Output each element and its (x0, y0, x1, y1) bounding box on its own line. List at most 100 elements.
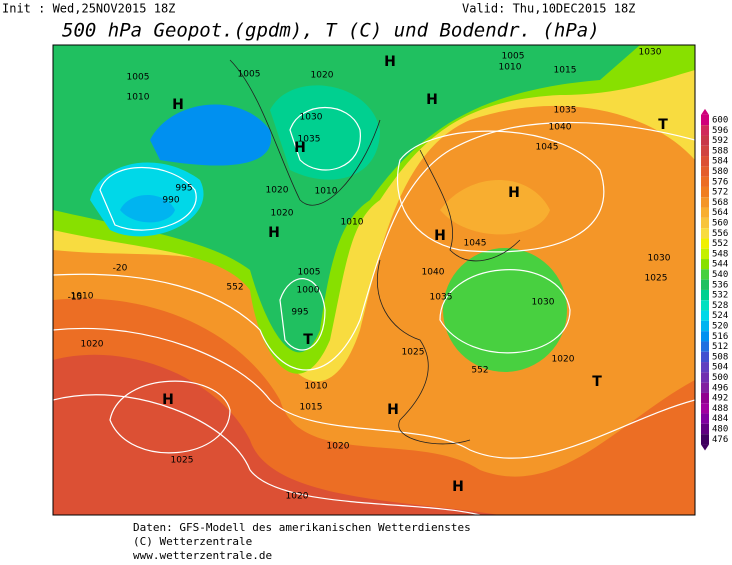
isoline-label: 1010 (127, 93, 150, 103)
isoline-label: 990 (162, 196, 179, 206)
scale-swatch (701, 125, 709, 136)
isoline-label: 1045 (536, 143, 559, 153)
isoline-label: 1020 (552, 355, 575, 365)
isoline-label: 552 (471, 366, 488, 376)
isoline-label: 1010 (71, 292, 94, 302)
scale-swatch (701, 403, 709, 414)
valid-time: Valid: Thu,10DEC2015 18Z (462, 2, 635, 16)
scale-label: 556 (712, 229, 728, 239)
scale-swatch (701, 114, 709, 126)
scale-swatch (701, 413, 709, 424)
isoline-label: 552 (226, 283, 243, 293)
isoline-label: 1020 (266, 186, 289, 196)
isoline-label: 1000 (297, 286, 320, 296)
scale-swatch (701, 238, 709, 249)
scale-swatch (701, 186, 709, 198)
isoline-label: 1010 (315, 187, 338, 197)
field-cyan-n (270, 85, 380, 180)
isoline-label: 1010 (305, 382, 328, 392)
scale-swatch (701, 300, 709, 311)
pressure-center: H (384, 54, 396, 70)
scale-swatch (701, 269, 709, 280)
isoline-label: 1045 (464, 239, 487, 249)
pressure-center: H (268, 225, 280, 241)
isoline-label: 1025 (402, 348, 425, 358)
isoline-label: 1020 (286, 492, 309, 502)
scale-label: 548 (712, 249, 728, 259)
isoline-label: 1005 (238, 70, 261, 80)
isoline-label: 1030 (648, 254, 671, 264)
scale-swatch (701, 207, 709, 218)
scale-label: 532 (712, 291, 728, 301)
pressure-center: H (162, 392, 174, 408)
isoline-label: 1015 (300, 403, 323, 413)
scale-label: 528 (712, 301, 728, 311)
scale-label: 560 (712, 219, 728, 229)
init-time: Init : Wed,25NOV2015 18Z (2, 2, 175, 16)
field-blue-low (120, 195, 175, 223)
isoline-label: 1040 (549, 123, 572, 133)
scale-label: 516 (712, 332, 728, 342)
field-blue-nw (150, 104, 272, 166)
scale-swatch (701, 362, 709, 373)
pressure-center: H (172, 97, 184, 113)
scale-label: 480 (712, 425, 728, 435)
footer-line: (C) Wetterzentrale (133, 535, 252, 548)
isoline-label: 1030 (639, 48, 662, 58)
scale-label: 540 (712, 270, 728, 280)
scale-label: 564 (712, 208, 728, 218)
scale-label: 576 (712, 177, 728, 187)
scale-swatch (701, 423, 709, 435)
scale-swatch (701, 197, 709, 208)
isoline-label: 1005 (502, 52, 525, 62)
map-title: 500 hPa Geopot.(gpdm), T (C) und Bodendr… (62, 20, 600, 42)
scale-arrow-bottom (701, 444, 709, 451)
scale-swatch (701, 331, 709, 342)
coastlines (229, 59, 521, 445)
isoline-label: 1020 (81, 340, 104, 350)
scale-swatch (701, 135, 709, 146)
scale-label: 524 (712, 311, 728, 321)
isoline-label: 1025 (171, 456, 194, 466)
field-orange-scan (440, 180, 550, 235)
pressure-center: H (434, 228, 446, 244)
scale-swatch (701, 166, 709, 177)
footer-line: Daten: GFS-Modell des amerikanischen Wet… (133, 521, 471, 534)
footer-line: www.wetterzentrale.de (133, 549, 272, 562)
isoline-label: 1010 (341, 218, 364, 228)
scale-swatch (701, 145, 709, 157)
pressure-center: T (303, 332, 313, 348)
pressure-center: H (387, 402, 399, 418)
map-frame (52, 44, 696, 516)
scale-label: 496 (712, 383, 728, 393)
pressure-center: T (592, 374, 602, 390)
isoline-label: 1005 (298, 268, 321, 278)
pressure-center: H (508, 185, 520, 201)
scale-swatch (701, 320, 709, 332)
scale-label: 580 (712, 167, 728, 177)
isoline-label: 1030 (532, 298, 555, 308)
scale-swatch (701, 289, 709, 301)
isoline-label: 1035 (430, 293, 453, 303)
scale-swatch (701, 372, 709, 383)
isoline-label: 1010 (499, 63, 522, 73)
scale-swatch (701, 259, 709, 270)
scale-swatch (701, 310, 709, 321)
scale-label: 588 (712, 146, 728, 156)
pressure-center: H (452, 479, 464, 495)
isoline-label: 1020 (271, 209, 294, 219)
scale-swatch (701, 382, 709, 393)
isoline-label: -20 (113, 264, 128, 274)
scale-label: 504 (712, 363, 728, 373)
isoline-label: 1035 (554, 106, 577, 116)
scale-swatch (701, 351, 709, 363)
scale-swatch (701, 176, 709, 187)
field-hot (53, 354, 500, 515)
isoline-label: 995 (175, 184, 192, 194)
isoline-label: 1020 (327, 442, 350, 452)
isoline-label: 1040 (422, 268, 445, 278)
scale-label: 500 (712, 373, 728, 383)
scale-label: 572 (712, 188, 728, 198)
